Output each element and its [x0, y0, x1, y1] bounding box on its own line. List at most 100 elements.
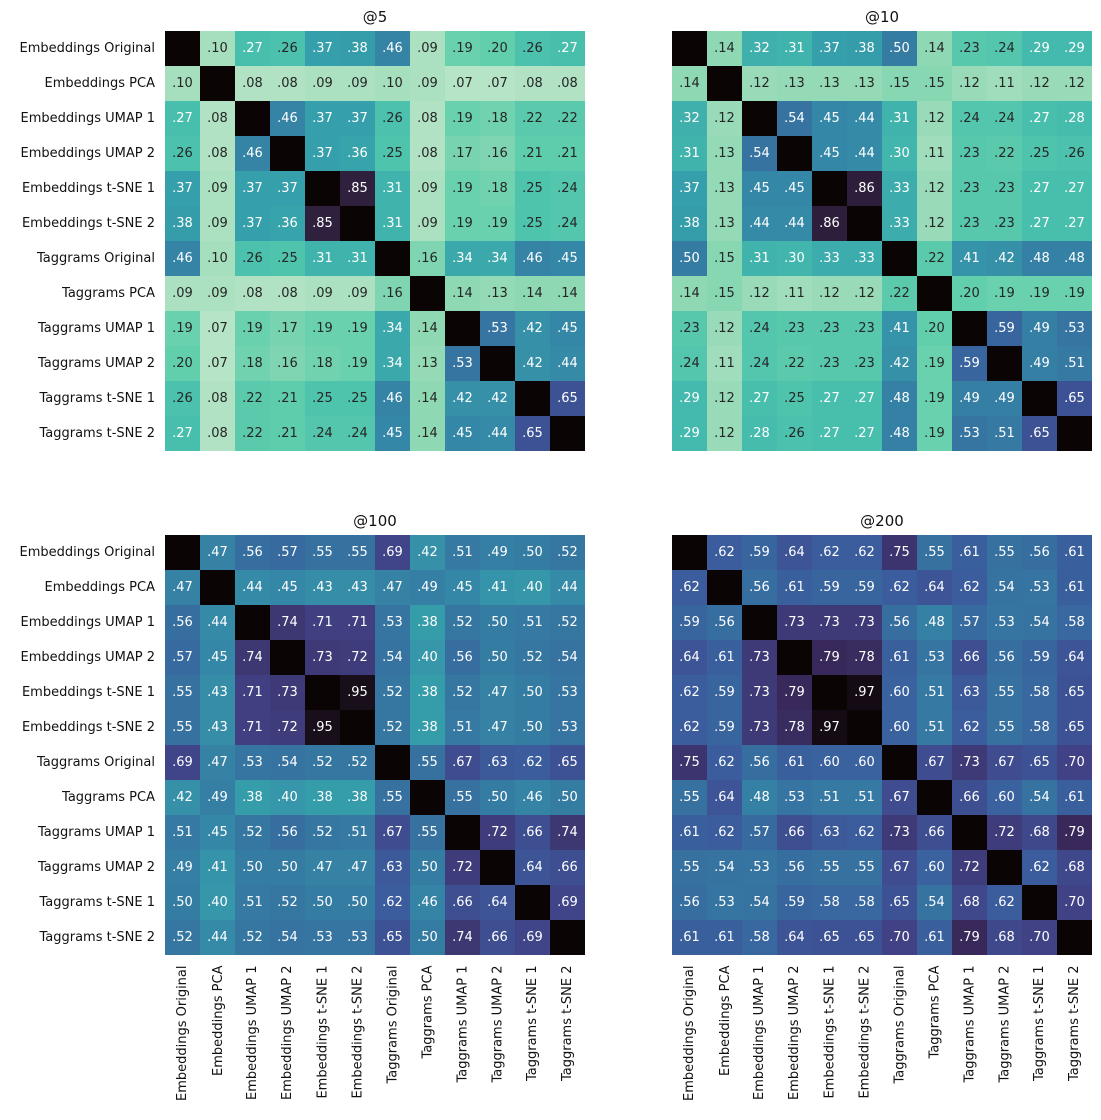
heatmap-cell: .08 [410, 136, 445, 171]
heatmap-cell: .14 [410, 311, 445, 346]
heatmap-cell-diagonal [445, 311, 480, 346]
heatmap-cell: .56 [235, 535, 270, 570]
heatmap-cell: .65 [550, 381, 585, 416]
heatmap-cell-diagonal [917, 276, 952, 311]
heatmap-cell: .65 [375, 920, 410, 955]
heatmap-cell: .52 [235, 920, 270, 955]
heatmap-cell: .25 [515, 171, 550, 206]
heatmap-cell: .18 [480, 101, 515, 136]
heatmap-cell: .59 [847, 570, 882, 605]
heatmap-cell: .23 [812, 346, 847, 381]
heatmap-cell: .73 [812, 605, 847, 640]
heatmap-cell: .15 [882, 66, 917, 101]
heatmap-cell: .44 [235, 570, 270, 605]
heatmap-cell: .25 [340, 381, 375, 416]
heatmap-cell: .08 [515, 66, 550, 101]
heatmap-cell: .10 [375, 66, 410, 101]
heatmap-cell: .20 [165, 346, 200, 381]
heatmap-cell: .13 [480, 276, 515, 311]
heatmap-cell: .37 [165, 171, 200, 206]
heatmap-cell-diagonal [445, 815, 480, 850]
heatmap-cell: .57 [952, 605, 987, 640]
heatmap-cell: .49 [1022, 346, 1057, 381]
heatmap-cell: .48 [1057, 241, 1092, 276]
heatmap-cell: .73 [270, 675, 305, 710]
heatmap-cell: .64 [707, 780, 742, 815]
heatmap-cell: .27 [1022, 101, 1057, 136]
heatmap-cell: .40 [200, 885, 235, 920]
heatmap-cell: .95 [305, 710, 340, 745]
heatmap-cell-diagonal [410, 276, 445, 311]
heatmap-cell: .12 [707, 381, 742, 416]
heatmap-cell: .43 [340, 570, 375, 605]
heatmap-cell: .23 [987, 171, 1022, 206]
heatmap-cell: .53 [550, 710, 585, 745]
heatmap-cell: .47 [340, 850, 375, 885]
heatmap-cell: .25 [305, 381, 340, 416]
heatmap-cell: .12 [707, 311, 742, 346]
heatmap-cell: .11 [777, 276, 812, 311]
heatmap-cell-diagonal [375, 745, 410, 780]
heatmap-cell: .30 [777, 241, 812, 276]
heatmap-cell: .29 [1057, 31, 1092, 66]
row-tick-label: Embeddings t-SNE 2 [21, 720, 155, 735]
column-tick-label: Embeddings UMAP 2 [279, 965, 295, 1100]
heatmap: .47.56.57.55.55.69.42.51.49.50.52.47.44.… [165, 535, 585, 955]
heatmap-cell: .57 [742, 815, 777, 850]
heatmap-cell: .59 [672, 605, 707, 640]
heatmap-cell: .26 [165, 136, 200, 171]
heatmap-cell: .49 [952, 381, 987, 416]
column-tick-label: Embeddings t-SNE 1 [822, 965, 838, 1099]
column-tick-label: Embeddings t-SNE 1 [315, 965, 331, 1099]
heatmap-cell: .44 [777, 206, 812, 241]
heatmap-cell: .31 [375, 171, 410, 206]
heatmap-cell: .09 [200, 206, 235, 241]
heatmap-cell: .55 [340, 535, 375, 570]
heatmap-cell: .45 [445, 570, 480, 605]
heatmap-cell-diagonal [777, 136, 812, 171]
heatmap-cell: .55 [987, 535, 1022, 570]
heatmap-cell: .70 [882, 920, 917, 955]
heatmap-cell: .26 [165, 381, 200, 416]
heatmap-cell: .62 [882, 570, 917, 605]
heatmap-cell: .86 [812, 206, 847, 241]
heatmap-cell: .50 [235, 850, 270, 885]
heatmap-cell: .60 [812, 745, 847, 780]
heatmap-cell: .62 [987, 885, 1022, 920]
heatmap-cell: .12 [742, 66, 777, 101]
heatmap-cell: .24 [742, 311, 777, 346]
heatmap-cell: .55 [987, 710, 1022, 745]
heatmap-cell: .36 [270, 206, 305, 241]
heatmap-cell: .26 [235, 241, 270, 276]
heatmap-cell-diagonal [742, 101, 777, 136]
heatmap-cell: .72 [445, 850, 480, 885]
heatmap-cell: .65 [1057, 381, 1092, 416]
heatmap-cell: .24 [340, 416, 375, 451]
heatmap-cell: .57 [165, 640, 200, 675]
heatmap-cell: .51 [445, 535, 480, 570]
heatmap-cell: .13 [847, 66, 882, 101]
heatmap-cell: .49 [200, 780, 235, 815]
heatmap-cell: .71 [305, 605, 340, 640]
heatmap-cell: .72 [270, 710, 305, 745]
heatmap-cell: .25 [515, 206, 550, 241]
heatmap-cell: .54 [550, 640, 585, 675]
heatmap-cell: .12 [707, 101, 742, 136]
heatmap-cell: .52 [375, 675, 410, 710]
heatmap-cell: .58 [742, 920, 777, 955]
heatmap-cell: .09 [305, 276, 340, 311]
heatmap-cell: .53 [742, 850, 777, 885]
heatmap-cell: .45 [200, 815, 235, 850]
heatmap-cell: .37 [235, 206, 270, 241]
heatmap-cell: .19 [917, 346, 952, 381]
heatmap-cell: .65 [1022, 416, 1057, 451]
heatmap-cell: .45 [812, 136, 847, 171]
heatmap-cell: .97 [812, 710, 847, 745]
heatmap-cell: .44 [200, 605, 235, 640]
heatmap-cell-diagonal [550, 920, 585, 955]
heatmap-cell: .53 [777, 780, 812, 815]
heatmap-cell: .44 [480, 416, 515, 451]
row-tick-label: Embeddings UMAP 1 [20, 615, 155, 630]
column-tick-label: Embeddings t-SNE 2 [350, 965, 366, 1099]
heatmap-cell: .50 [550, 780, 585, 815]
